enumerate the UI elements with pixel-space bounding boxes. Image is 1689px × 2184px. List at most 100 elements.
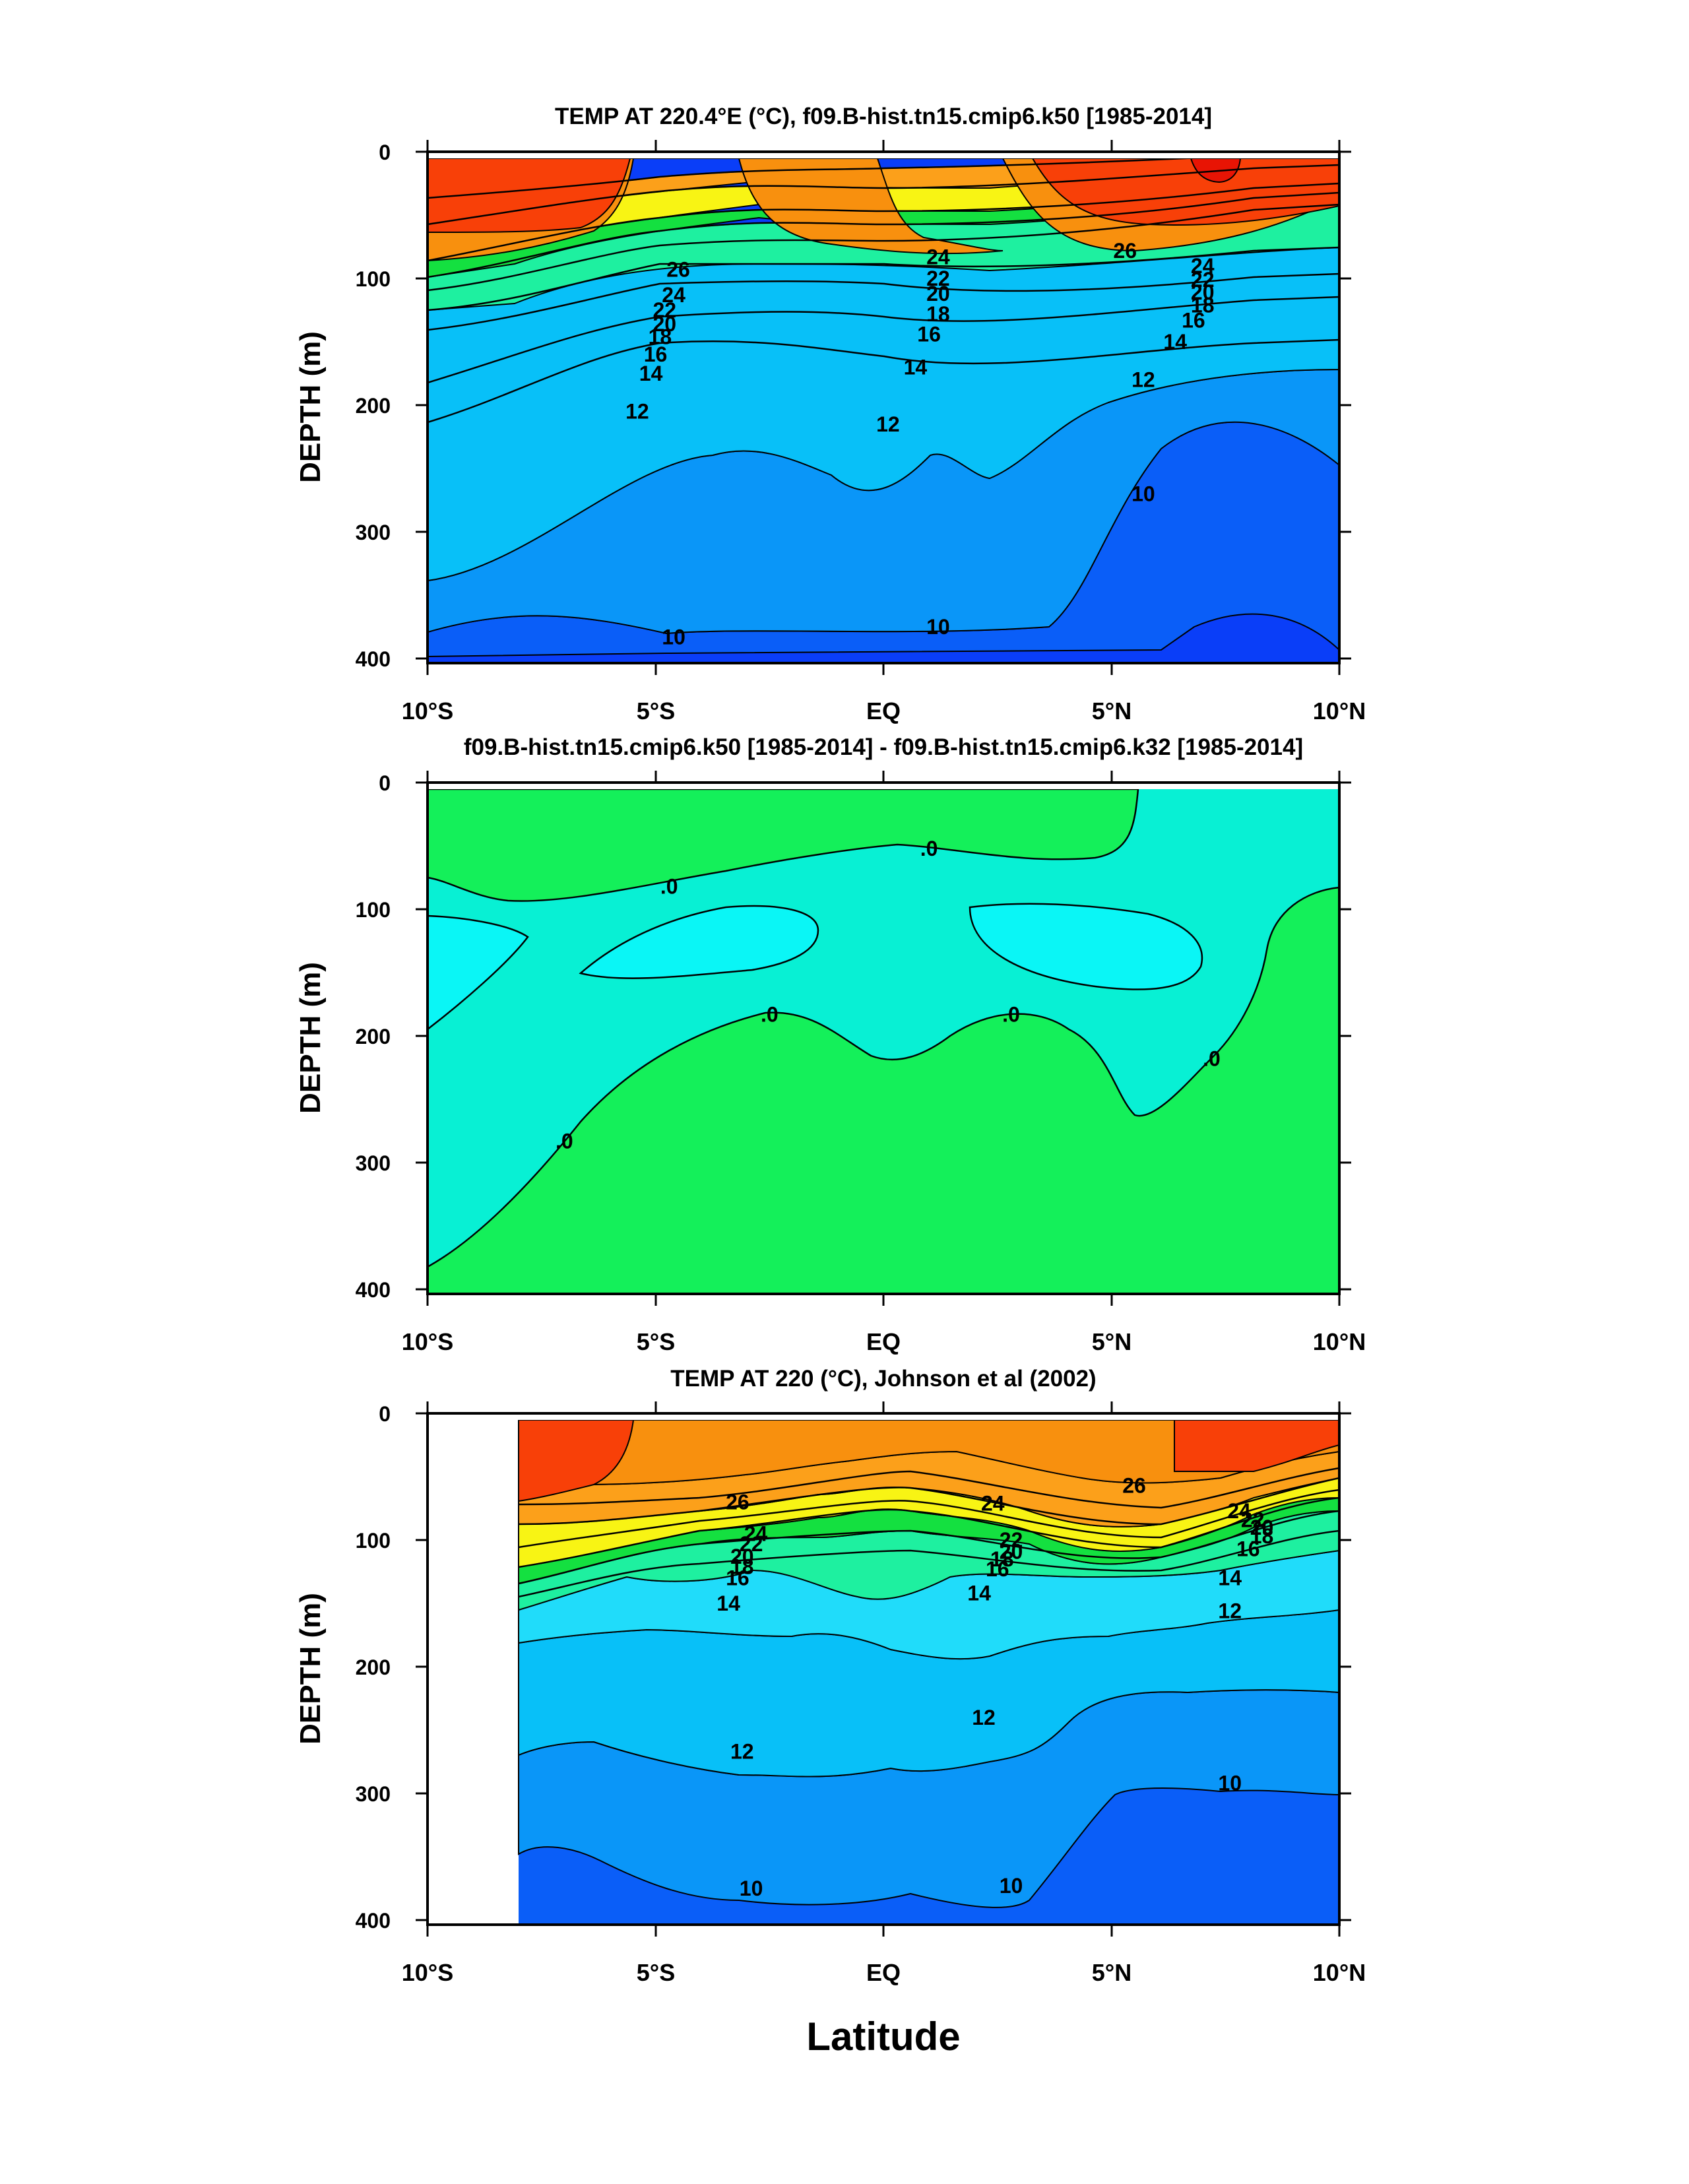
- contour-label: 20: [730, 1545, 754, 1568]
- panel-2-contour-labels: .0 .0 .0 .0 .0 .0: [556, 837, 1221, 1153]
- contour-label: 10: [1000, 1874, 1023, 1898]
- y-tick-label: 100: [356, 267, 391, 291]
- y-tick-label: 400: [356, 647, 391, 671]
- contour-label: .0: [1203, 1047, 1221, 1071]
- contour-label: 24: [662, 283, 685, 307]
- y-tick-label: 400: [356, 1909, 391, 1933]
- contour-label: 16: [726, 1566, 749, 1590]
- contour-label: 18: [990, 1547, 1014, 1571]
- x-tick-label: 5°N: [1092, 697, 1131, 724]
- x-tick-label: 10°S: [402, 697, 453, 724]
- panel-3-isotherms: [518, 1467, 1339, 1598]
- contour-label: 22: [1241, 1508, 1265, 1531]
- contour-label: 26: [666, 258, 690, 282]
- contour-label: 18: [649, 325, 672, 348]
- contour-label: 16: [917, 323, 941, 346]
- panel-difference: f09.B-hist.tn15.cmip6.k50 [1985-2014] - …: [294, 734, 1366, 1355]
- panel-3-y-ticks: 0 100 200 300 400: [356, 1402, 391, 1933]
- contour-label: 12: [1218, 1599, 1242, 1623]
- diff-neg-blob-right: [969, 903, 1203, 990]
- x-axis-title: Latitude: [806, 2014, 960, 2059]
- panel-2-y-ticks: 0 100 200 300 400: [356, 771, 391, 1302]
- contour-label: 22: [926, 267, 950, 290]
- contour-label: 12: [625, 400, 649, 424]
- x-tick-label: 10°N: [1313, 1328, 1366, 1355]
- x-tick-label: EQ: [866, 1959, 901, 1986]
- y-tick-label: 400: [356, 1278, 391, 1302]
- contour-label: 16: [1236, 1537, 1260, 1560]
- contour-label: .0: [920, 837, 938, 860]
- x-tick-label: 10°N: [1313, 1959, 1366, 1986]
- contour-label: 10: [1218, 1772, 1242, 1795]
- panel-observed-temperature: TEMP AT 220 (°C), Johnson et al (2002): [294, 1366, 1366, 1986]
- panel-3-contour-labels: 2624222018161424222018161426242220181614…: [717, 1473, 1273, 1900]
- contour-label: 22: [653, 298, 677, 322]
- x-tick-label: EQ: [866, 697, 901, 724]
- panel-3-title: TEMP AT 220 (°C), Johnson et al (2002): [670, 1366, 1096, 1392]
- contour-label: 10: [926, 615, 950, 639]
- x-tick-label: 5°S: [637, 697, 675, 724]
- y-tick-label: 0: [379, 771, 391, 795]
- y-tick-label: 100: [356, 898, 391, 922]
- y-tick-label: 300: [356, 1151, 391, 1175]
- panel-1-ylabel: DEPTH (m): [294, 331, 327, 483]
- panel-3-field: [518, 1420, 1339, 1925]
- panel-1-axis-ticks: [416, 140, 1351, 675]
- band-28: [428, 158, 631, 233]
- contour-label: 18: [1250, 1524, 1274, 1548]
- x-tick-label: 5°S: [637, 1959, 675, 1986]
- y-tick-label: 0: [379, 141, 391, 164]
- x-tick-label: 10°N: [1313, 697, 1366, 724]
- x-tick-label: 10°S: [402, 1328, 453, 1355]
- contour-label: 12: [730, 1740, 754, 1764]
- contour-label: .0: [660, 874, 678, 898]
- x-tick-label: EQ: [866, 1328, 901, 1355]
- contour-label: 22: [740, 1532, 763, 1556]
- obs-band-28b: [1174, 1420, 1339, 1472]
- y-tick-label: 0: [379, 1402, 391, 1426]
- panel-1-isotherms: [428, 158, 1339, 424]
- panel-3-x-ticks: 10°S 5°S EQ 5°N 10°N: [402, 1959, 1366, 1986]
- y-tick-label: 300: [356, 521, 391, 544]
- contour-label: 14: [639, 362, 663, 385]
- contour-label: 14: [717, 1591, 740, 1615]
- contour-label: 24: [981, 1491, 1005, 1515]
- contour-label: 18: [730, 1555, 754, 1578]
- contour-label: 24: [1191, 254, 1215, 278]
- contour-label: 12: [1131, 368, 1155, 392]
- x-tick-label: 5°N: [1092, 1328, 1131, 1355]
- contour-label: 10: [662, 625, 685, 649]
- diff-neg-blob-left: [428, 915, 529, 1031]
- diff-upper-positive: [428, 789, 1139, 902]
- diff-lower-positive: [428, 886, 1339, 1294]
- panel-model-temperature: TEMP AT 220.4°E (°C), f09.B-hist.tn15.cm…: [294, 104, 1366, 724]
- band-29: [1190, 158, 1242, 183]
- y-tick-label: 300: [356, 1782, 391, 1806]
- contour-label: 24: [744, 1522, 768, 1545]
- panel-2-title: f09.B-hist.tn15.cmip6.k50 [1985-2014] - …: [464, 734, 1303, 760]
- obs-band-26: [518, 1420, 1339, 1486]
- contour-label: 20: [1250, 1516, 1274, 1539]
- contour-label: 20: [653, 312, 677, 336]
- contour-label: 22: [1000, 1528, 1023, 1552]
- x-tick-label: 5°S: [637, 1328, 675, 1355]
- panel-3-ylabel: DEPTH (m): [294, 1593, 327, 1745]
- contour-label: 18: [926, 302, 950, 326]
- contour-label: 20: [1000, 1539, 1023, 1563]
- y-tick-label: 200: [356, 394, 391, 418]
- contour-label: 24: [926, 245, 950, 269]
- panel-1-field: [428, 158, 1339, 663]
- x-tick-label: 10°S: [402, 1959, 453, 1986]
- x-tick-label: 5°N: [1092, 1959, 1131, 1986]
- panel-1-y-ticks: 0 100 200 300 400: [356, 141, 391, 671]
- panel-2-x-ticks: 10°S 5°S EQ 5°N 10°N: [402, 1328, 1366, 1355]
- contour-label: 14: [904, 355, 928, 379]
- contour-label: 16: [986, 1557, 1009, 1581]
- panel-2-field: [428, 789, 1339, 1294]
- contour-label: .0: [761, 1002, 779, 1026]
- contour-label: 10: [740, 1877, 763, 1900]
- contour-label: 10: [1131, 482, 1155, 505]
- panel-1-x-ticks: 10°S 5°S EQ 5°N 10°N: [402, 697, 1366, 724]
- panel-1-title: TEMP AT 220.4°E (°C), f09.B-hist.tn15.cm…: [555, 104, 1212, 129]
